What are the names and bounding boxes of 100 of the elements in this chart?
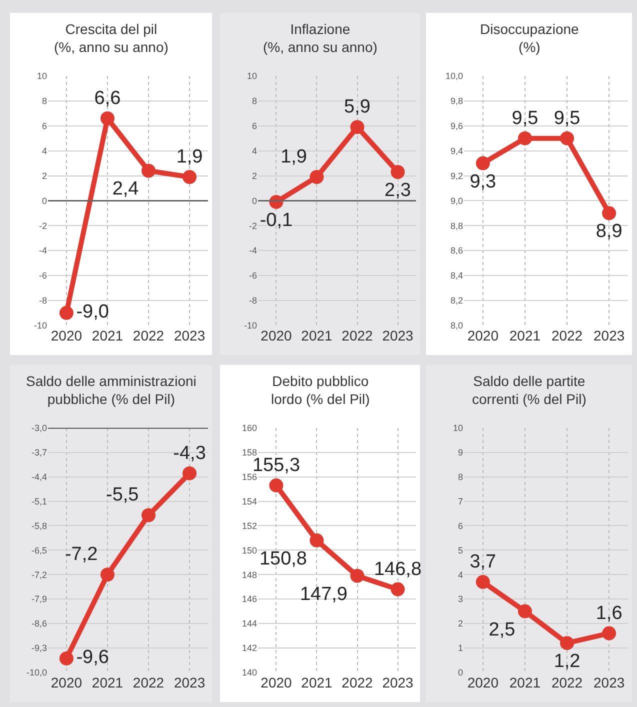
x-tick-label: 2022 [342, 327, 374, 344]
y-tick-label: -5,8 [31, 520, 47, 531]
y-tick-label: 8,4 [450, 270, 463, 281]
data-label: 2,4 [112, 178, 140, 200]
y-tick-label: 10 [452, 423, 463, 434]
y-tick-label: -7,2 [31, 570, 47, 580]
x-tick-label: 2023 [594, 674, 625, 690]
y-tick-label: 140 [242, 668, 257, 678]
y-tick-label: 8 [42, 96, 47, 106]
y-tick-label: 156 [242, 472, 257, 482]
data-label: 146,8 [374, 558, 422, 580]
y-tick-label: -6,5 [31, 545, 47, 556]
data-label: 8,9 [596, 221, 622, 242]
y-tick-label: -8 [38, 296, 47, 306]
data-label: 2,5 [488, 619, 516, 640]
y-tick-label: -7,9 [31, 594, 47, 604]
y-tick-label: 152 [242, 520, 257, 531]
y-tick-label: 9,6 [450, 121, 463, 132]
x-tick-label: 2023 [594, 327, 625, 344]
x-tick-label: 2021 [92, 327, 124, 344]
point [310, 533, 324, 548]
point [100, 111, 114, 126]
y-tick-label: -4 [248, 246, 257, 256]
data-label: 9,5 [512, 108, 538, 129]
x-tick-label: 2021 [301, 674, 333, 690]
y-tick-label: 8,2 [450, 296, 463, 306]
chart-title: Disoccupazione (%) [480, 21, 580, 56]
x-tick-label: 2020 [467, 327, 499, 344]
point [518, 604, 532, 618]
x-tick-label: 2021 [509, 327, 541, 344]
data-label: 1,9 [176, 146, 203, 168]
y-tick-label: -9,3 [31, 643, 47, 654]
y-tick-label: 146 [242, 594, 257, 604]
y-tick-label: 142 [242, 643, 257, 654]
y-tick-label: -2 [38, 220, 47, 231]
data-label: 3,7 [470, 551, 496, 572]
point [602, 206, 616, 220]
y-tick-label: 9 [458, 448, 463, 458]
y-tick-label: 9,4 [450, 146, 463, 156]
y-tick-label: 2 [458, 618, 463, 629]
y-tick-label: 2 [42, 170, 47, 181]
y-tick-label: 160 [242, 423, 257, 434]
data-label: 1,6 [596, 602, 622, 624]
y-tick-label: 9,8 [450, 96, 463, 106]
data-label: 9,5 [554, 108, 580, 129]
y-tick-label: 6 [458, 520, 463, 531]
y-tick-label: 0 [42, 196, 47, 206]
point [100, 568, 114, 582]
y-tick-label: 6 [42, 121, 47, 132]
x-tick-label: 2020 [50, 674, 82, 690]
x-tick-label: 2022 [132, 674, 164, 690]
y-tick-label: 8,6 [450, 246, 463, 256]
data-label: -0,1 [260, 210, 293, 231]
point [269, 478, 284, 492]
y-tick-label: 3 [458, 594, 463, 604]
x-tick-label: 2023 [174, 327, 206, 344]
y-tick-label: -4,4 [31, 472, 47, 482]
point [182, 466, 197, 480]
x-tick-label: 2022 [551, 674, 583, 690]
point [560, 131, 574, 146]
y-tick-label: 0 [458, 668, 463, 678]
y-tick-label: 7 [458, 496, 463, 506]
x-tick-label: 2021 [92, 674, 124, 690]
data-label: 1,2 [554, 651, 580, 672]
chart-title: Debito pubblico lordo (% del Pil) [271, 373, 370, 408]
y-tick-label: 144 [242, 618, 257, 629]
y-tick-label: 8,8 [450, 220, 463, 231]
y-tick-label: 5 [458, 545, 463, 556]
point [59, 306, 74, 320]
data-label: -5,5 [106, 484, 139, 506]
y-tick-label: 8 [252, 96, 257, 106]
point [350, 120, 364, 134]
point [518, 131, 532, 146]
y-tick-label: 10 [36, 71, 47, 82]
x-tick-label: 2020 [467, 674, 499, 690]
data-label: -4,3 [173, 442, 206, 464]
x-tick-label: 2022 [551, 327, 583, 344]
point [476, 156, 490, 170]
data-label: -7,2 [64, 544, 98, 566]
data-label: 9,3 [470, 171, 496, 192]
y-tick-label: 158 [242, 448, 257, 458]
chart-title: Inflazione (%, anno su anno) [263, 21, 378, 56]
y-tick-label: -6 [248, 270, 257, 281]
point [59, 651, 74, 666]
y-tick-label: 1 [458, 643, 463, 654]
chart-title: Saldo delle partite correnti (% del Pil) [472, 373, 586, 408]
y-tick-label: -3,7 [31, 448, 47, 458]
y-tick-label: -5,1 [31, 496, 47, 506]
point [142, 164, 156, 178]
data-label: 6,6 [94, 88, 121, 109]
x-tick-label: 2020 [50, 327, 82, 344]
y-tick-label: 0 [252, 196, 257, 206]
data-label: 2,3 [384, 180, 411, 202]
y-tick-label: 10,0 [445, 71, 463, 82]
x-tick-label: 2022 [132, 327, 164, 344]
y-tick-label: -6 [38, 270, 47, 281]
data-label: 147,9 [300, 584, 348, 605]
x-tick-label: 2023 [174, 674, 206, 690]
data-label: -9,6 [76, 647, 109, 668]
y-tick-label: -10 [244, 320, 257, 331]
